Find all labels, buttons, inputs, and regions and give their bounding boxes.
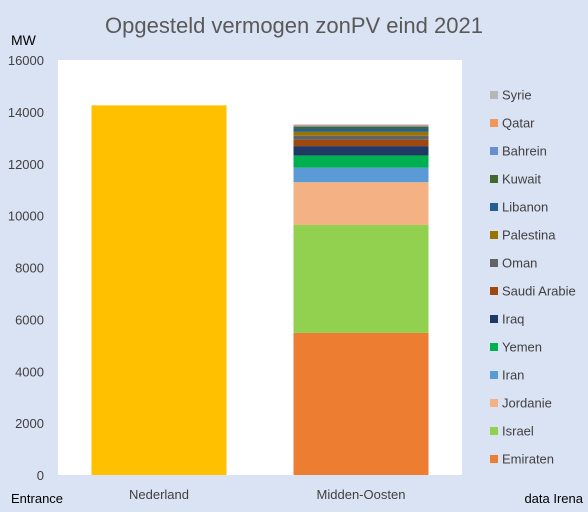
legend-label: Iraq — [502, 312, 524, 327]
bar-segment-palestina — [293, 131, 429, 136]
y-tick-label: 6000 — [15, 312, 44, 327]
bar-segment-nederland — [91, 105, 227, 475]
legend-label: Syrie — [502, 88, 532, 103]
bar-segment-jordanie — [293, 182, 429, 225]
y-tick-label: 10000 — [8, 209, 44, 224]
legend-label: Oman — [502, 256, 537, 271]
y-tick-label: 4000 — [15, 364, 44, 379]
legend-swatch — [490, 399, 498, 407]
legend-swatch — [490, 427, 498, 435]
bar-segment-kuwait — [293, 126, 429, 129]
bar-segment-oman — [293, 135, 429, 140]
legend-swatch — [490, 455, 498, 463]
y-tick-label: 8000 — [15, 261, 44, 276]
footer-right-text: data Irena — [524, 491, 583, 506]
legend-swatch — [490, 315, 498, 323]
x-tick-label: Midden-Oosten — [317, 487, 406, 502]
legend-swatch — [490, 259, 498, 267]
chart-title: Opgesteld vermogen zonPV eind 2021 — [105, 13, 483, 38]
y-axis-label: MW — [11, 32, 37, 48]
legend-swatch — [490, 119, 498, 127]
bar-segment-iraq — [293, 146, 429, 156]
bar-segment-yemen — [293, 155, 429, 168]
legend-label: Bahrein — [502, 144, 547, 159]
legend-swatch — [490, 287, 498, 295]
legend-swatch — [490, 371, 498, 379]
legend-label: Qatar — [502, 116, 535, 131]
y-tick-label: 12000 — [8, 157, 44, 172]
bar-segment-emiraten — [293, 332, 429, 475]
legend-label: Yemen — [502, 340, 542, 355]
y-tick-label: 16000 — [8, 53, 44, 68]
legend-label: Kuwait — [502, 172, 541, 187]
y-tick-label: 0 — [37, 468, 44, 483]
legend-swatch — [490, 91, 498, 99]
legend-swatch — [490, 147, 498, 155]
y-tick-label: 2000 — [15, 416, 44, 431]
bar-segment-qatar — [293, 124, 429, 126]
legend-label: Iran — [502, 368, 524, 383]
legend-swatch — [490, 343, 498, 351]
x-axis: Nederland Midden-Oosten — [129, 487, 405, 502]
legend-label: Libanon — [502, 200, 548, 215]
bar-segment-iran — [293, 167, 429, 183]
legend-label: Israel — [502, 424, 534, 439]
x-tick-label: Nederland — [129, 487, 189, 502]
bar-segment-israel — [293, 224, 429, 333]
legend-label: Saudi Arabie — [502, 284, 576, 299]
bar-segment-libanon — [293, 128, 429, 132]
y-axis: 0 2000 4000 6000 8000 10000 12000 14000 16000 — [8, 53, 44, 483]
legend: Syrie Qatar Bahrein Kuwait Libanon Palestina O… — [490, 88, 576, 467]
legend-label: Emiraten — [502, 452, 554, 467]
bars — [91, 105, 429, 475]
legend-swatch — [490, 203, 498, 211]
bar-segment-bahrein — [293, 125, 429, 127]
legend-label: Palestina — [502, 228, 556, 243]
bar-segment-saudi-arabie — [293, 139, 429, 147]
y-tick-label: 14000 — [8, 105, 44, 120]
bar-segment-syrie — [293, 124, 429, 125]
legend-label: Jordanie — [502, 396, 552, 411]
footer-left-text: Entrance — [11, 491, 63, 506]
legend-swatch — [490, 231, 498, 239]
legend-swatch — [490, 175, 498, 183]
